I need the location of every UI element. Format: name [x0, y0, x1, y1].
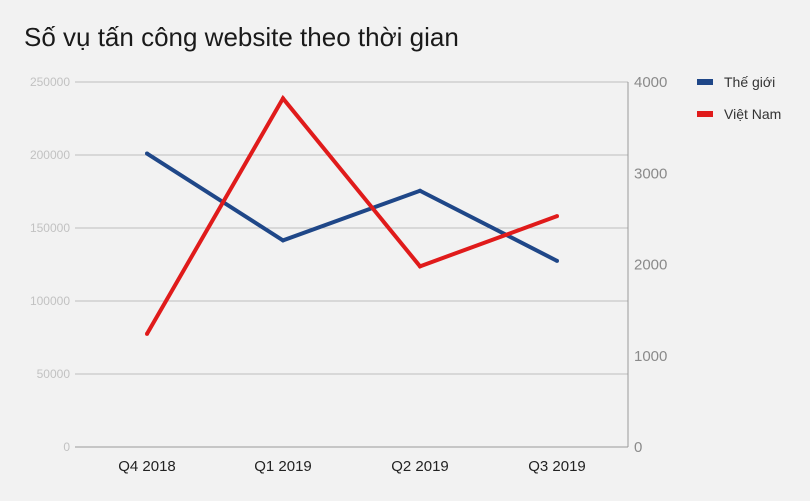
series-2-line: [145, 94, 558, 335]
x-tick-label: Q3 2019: [528, 458, 586, 475]
series-2-point: [555, 214, 559, 219]
series-1-point: [555, 258, 559, 263]
right-axis: 0 1000 2000 3000 4000: [627, 74, 667, 456]
y-left-tick-label: 200000: [30, 148, 70, 162]
y-left-tick-label: 150000: [30, 221, 70, 235]
x-tick-label: Q1 2019: [254, 458, 312, 475]
chart-title: Số vụ tấn công website theo thời gian: [24, 22, 459, 52]
legend-label: Thế giới: [724, 74, 775, 90]
y-right-tick-label: 4000: [634, 74, 667, 91]
x-axis: Q4 2018 Q1 2019 Q2 2019 Q3 2019: [118, 458, 586, 475]
legend: Thế giới Việt Nam: [697, 74, 781, 122]
series-1-point: [418, 188, 422, 193]
series-1-point: [281, 238, 285, 243]
series-1-point: [145, 151, 149, 156]
legend-label: Việt Nam: [724, 106, 781, 122]
x-tick-label: Q4 2018: [118, 458, 176, 475]
series-lines: [145, 94, 559, 336]
y-left-tick-label: 100000: [30, 294, 70, 308]
y-left-tick-label: 50000: [37, 367, 71, 381]
series-2-point: [281, 96, 285, 101]
y-right-tick-label: 2000: [634, 257, 667, 274]
y-left-tick-label: 0: [63, 440, 70, 454]
y-left-tick-label: 250000: [30, 75, 70, 89]
grid-lines: [75, 81, 628, 448]
series-2-point: [145, 331, 149, 336]
legend-swatch: [697, 79, 713, 85]
y-right-tick-label: 0: [634, 439, 642, 456]
x-tick-label: Q2 2019: [391, 458, 449, 475]
y-right-tick-label: 1000: [634, 348, 667, 365]
series-2-point: [418, 264, 422, 269]
series-1-line: [145, 151, 558, 263]
y-right-tick-label: 3000: [634, 165, 667, 182]
legend-swatch: [697, 111, 713, 117]
left-axis: 0 50000 100000 150000 200000 250000: [30, 75, 70, 454]
